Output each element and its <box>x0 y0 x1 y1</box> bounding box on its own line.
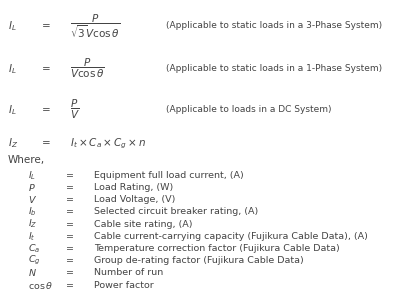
Text: (Applicable to loads in a DC System): (Applicable to loads in a DC System) <box>166 105 332 114</box>
Text: =: = <box>42 105 50 115</box>
Text: Power factor: Power factor <box>94 281 154 290</box>
Text: =: = <box>66 171 74 180</box>
Text: Where,: Where, <box>8 155 45 165</box>
Text: $\dfrac{P}{V\cos\theta}$: $\dfrac{P}{V\cos\theta}$ <box>70 57 104 80</box>
Text: $I_L$: $I_L$ <box>28 169 36 181</box>
Text: $I_L$: $I_L$ <box>8 103 17 117</box>
Text: Load Voltage, (V): Load Voltage, (V) <box>94 195 175 204</box>
Text: $I_Z$: $I_Z$ <box>28 218 38 230</box>
Text: =: = <box>66 207 74 217</box>
Text: Group de-rating factor (Fujikura Cable Data): Group de-rating factor (Fujikura Cable D… <box>94 256 304 265</box>
Text: Cable current-carrying capacity (Fujikura Cable Data), (A): Cable current-carrying capacity (Fujikur… <box>94 232 368 241</box>
Text: =: = <box>66 183 74 192</box>
Text: $C_a$: $C_a$ <box>28 242 40 255</box>
Text: (Applicable to static loads in a 1-Phase System): (Applicable to static loads in a 1-Phase… <box>166 64 382 73</box>
Text: $V$: $V$ <box>28 194 37 205</box>
Text: $N$: $N$ <box>28 267 37 278</box>
Text: $I_L$: $I_L$ <box>8 19 17 33</box>
Text: =: = <box>66 244 74 253</box>
Text: =: = <box>42 64 50 74</box>
Text: $I_t$: $I_t$ <box>28 230 36 242</box>
Text: (Applicable to static loads in a 3-Phase System): (Applicable to static loads in a 3-Phase… <box>166 21 382 30</box>
Text: =: = <box>66 195 74 204</box>
Text: $I_t \times C_a \times C_g \times n$: $I_t \times C_a \times C_g \times n$ <box>70 136 146 151</box>
Text: =: = <box>42 138 50 148</box>
Text: Load Rating, (W): Load Rating, (W) <box>94 183 173 192</box>
Text: =: = <box>66 232 74 241</box>
Text: $I_b$: $I_b$ <box>28 206 37 218</box>
Text: $\dfrac{P}{V}$: $\dfrac{P}{V}$ <box>70 98 80 121</box>
Text: $\cos\theta$: $\cos\theta$ <box>28 280 53 291</box>
Text: =: = <box>66 281 74 290</box>
Text: Selected circuit breaker rating, (A): Selected circuit breaker rating, (A) <box>94 207 258 217</box>
Text: Temperature correction factor (Fujikura Cable Data): Temperature correction factor (Fujikura … <box>94 244 340 253</box>
Text: $C_g$: $C_g$ <box>28 254 40 267</box>
Text: =: = <box>66 268 74 278</box>
Text: $I_Z$: $I_Z$ <box>8 136 18 150</box>
Text: Equipment full load current, (A): Equipment full load current, (A) <box>94 171 244 180</box>
Text: $I_L$: $I_L$ <box>8 62 17 76</box>
Text: =: = <box>42 21 50 31</box>
Text: $\dfrac{P}{\sqrt{3}V\cos\theta}$: $\dfrac{P}{\sqrt{3}V\cos\theta}$ <box>70 12 120 40</box>
Text: =: = <box>66 256 74 265</box>
Text: Cable site rating, (A): Cable site rating, (A) <box>94 220 192 229</box>
Text: Number of run: Number of run <box>94 268 163 278</box>
Text: =: = <box>66 220 74 229</box>
Text: $P$: $P$ <box>28 182 36 193</box>
